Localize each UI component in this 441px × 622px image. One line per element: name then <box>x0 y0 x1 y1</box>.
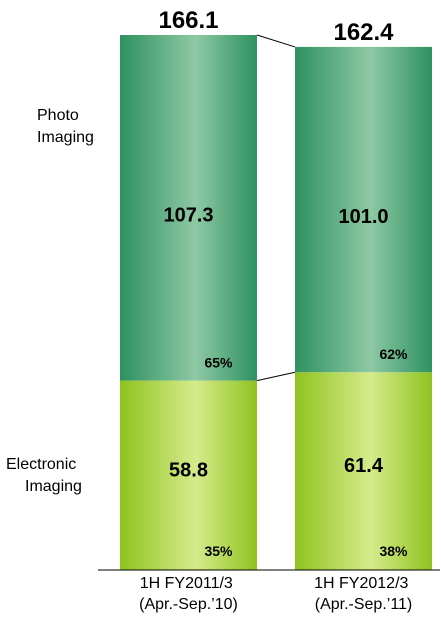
series-label-photo: Photo Imaging <box>37 107 94 146</box>
bars-group <box>120 35 432 570</box>
connector-line-top <box>256 34 296 48</box>
photo-percent-2011: 65% <box>204 355 233 371</box>
bar-electronic-2012 <box>295 372 432 570</box>
bar-electronic-2011 <box>120 380 257 570</box>
electronic-value-2011: 58.8 <box>169 460 208 482</box>
x-tick-label-2011: 1H FY2011/3 (Apr.-Sep.’10) <box>139 575 238 613</box>
series-label-electronic: Electronic Imaging <box>6 456 82 495</box>
photo-percent-2012: 62% <box>379 346 408 362</box>
bar-photo-2012 <box>295 46 432 373</box>
total-label-2012: 162.4 <box>333 19 394 46</box>
photo-value-2012: 101.0 <box>338 206 388 228</box>
electronic-value-2012: 61.4 <box>344 455 384 477</box>
electronic-percent-2011: 35% <box>204 543 233 559</box>
electronic-percent-2012: 38% <box>379 543 408 559</box>
total-label-2011: 166.1 <box>158 7 218 34</box>
x-tick-label-2012: 1H FY2012/3 (Apr.-Sep.’11) <box>314 575 413 613</box>
connector-line-mid <box>256 371 296 382</box>
bar-photo-2011 <box>120 35 257 381</box>
photo-value-2011: 107.3 <box>163 205 213 227</box>
